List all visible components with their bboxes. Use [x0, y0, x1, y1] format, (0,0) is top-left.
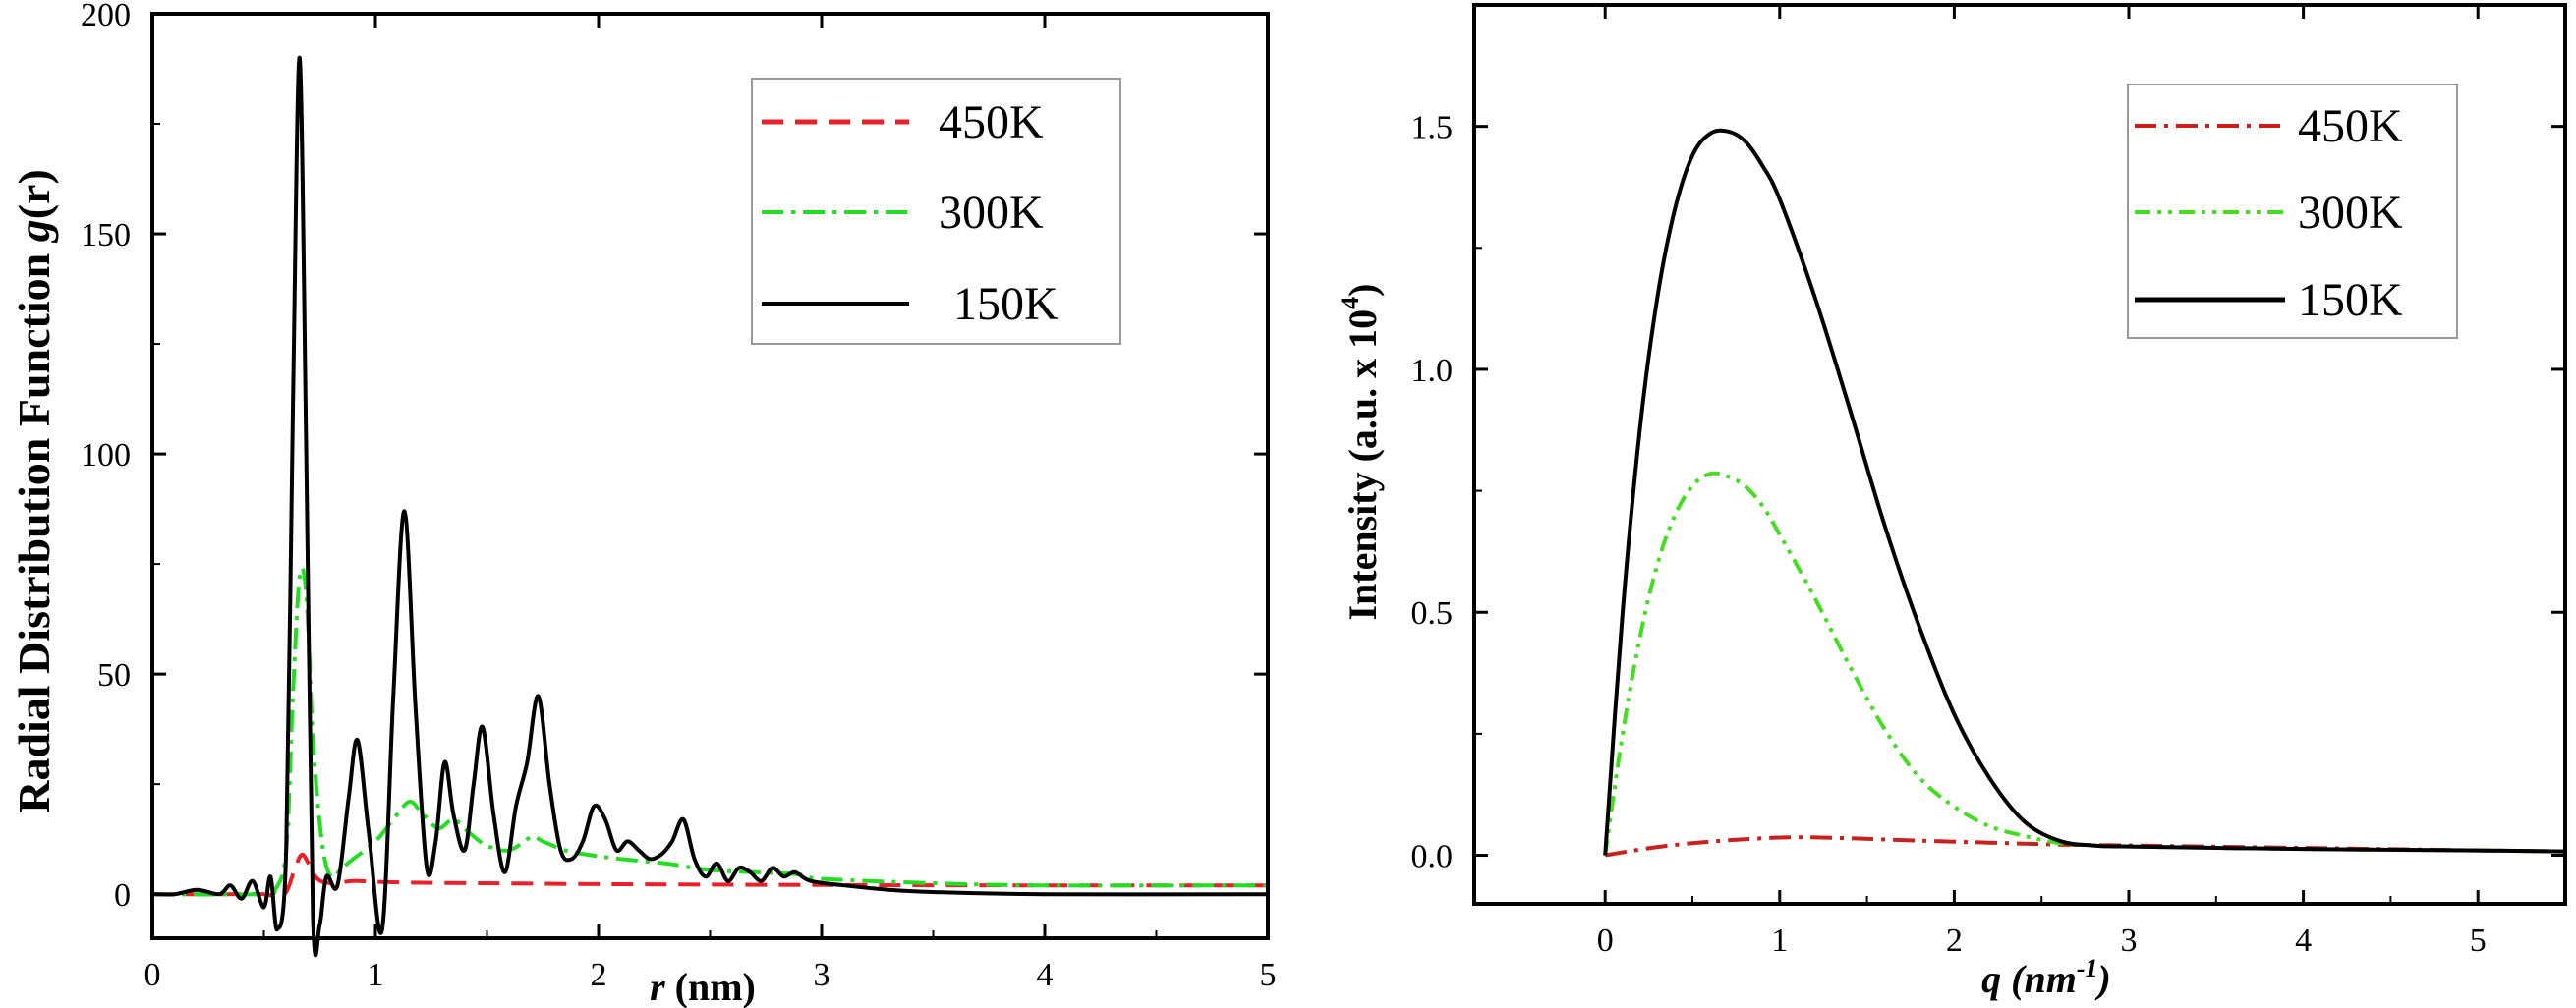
rdf-y-tick-label: 0 — [114, 877, 131, 914]
intensity-chart: 0 1 2 3 4 50.00.51.01.5 Intensity (a.u. x 104… — [1336, 3, 2567, 1001]
intensity-y-tick-label: 0.0 — [1411, 839, 1454, 875]
intensity-y-tick-label: 0.5 — [1411, 595, 1454, 632]
rdf-x-tick-label: 5 — [1260, 957, 1277, 993]
intensity-x-tick-label: 2 — [1946, 923, 1963, 959]
rdf-series-line-300k — [151, 566, 1269, 897]
intensity-y-axis-sup: 4 — [1336, 297, 1364, 309]
rdf-y-tick-label: 200 — [81, 0, 131, 33]
rdf-y-tick-label: 100 — [81, 437, 131, 474]
rdf-plot-lines — [151, 55, 1269, 958]
rdf-y-axis-var: g — [9, 219, 59, 243]
intensity-x-tick-label: 1 — [1771, 923, 1788, 959]
intensity-x-tick-label: 5 — [2470, 923, 2487, 959]
intensity-x-axis-var: q — [1981, 957, 2001, 1001]
intensity-y-axis-title: Intensity (a.u. x 104) — [1336, 283, 1385, 620]
intensity-y-tick-label: 1.0 — [1411, 353, 1454, 389]
rdf-y-tick-label: 150 — [81, 217, 131, 253]
intensity-x-axis-close: ) — [2095, 957, 2111, 1001]
intensity-y-tick-label: 1.5 — [1411, 110, 1454, 146]
intensity-series-line-150k — [1603, 128, 2566, 856]
rdf-legend-label-300k: 300K — [939, 187, 1044, 239]
rdf-x-tick-label: 1 — [368, 957, 384, 993]
intensity-legend-label-300k: 300K — [2298, 187, 2403, 239]
rdf-x-axis-var: r — [650, 965, 665, 1008]
rdf-y-axis-title-text: Radial Distribution Function — [9, 253, 59, 813]
rdf-series-line-150k — [151, 55, 1269, 958]
rdf-y-axis-title: Radial Distribution Function g(r) — [9, 169, 59, 813]
rdf-legend-label-150k: 150K — [953, 278, 1059, 330]
intensity-series-line-300k — [1603, 471, 2566, 856]
intensity-legend: 450K 300K 150K — [2127, 84, 2458, 339]
rdf-y-axis-arg: (r) — [9, 169, 59, 219]
rdf-x-tick-label: 4 — [1037, 957, 1054, 993]
intensity-x-axis-title: q (nm-1) — [1981, 954, 2111, 1001]
intensity-ticks: 0 1 2 3 4 5 0.0 0.5 1.0 1.5 — [1411, 5, 2565, 959]
rdf-x-tick-label: 3 — [814, 957, 830, 993]
intensity-plot-frame — [1472, 3, 2567, 906]
rdf-x-tick-label: 0 — [144, 957, 161, 993]
intensity-plot-lines — [1603, 128, 2566, 858]
rdf-legend: 450K 300K 150K — [751, 78, 1121, 345]
intensity-x-axis-sup: -1 — [2077, 954, 2098, 982]
rdf-y-tick-label: 50 — [97, 657, 131, 694]
intensity-x-tick-label: 0 — [1597, 923, 1614, 959]
rdf-legend-label-450k: 450K — [939, 96, 1044, 148]
intensity-x-axis-unit: (nm — [2011, 957, 2077, 1001]
intensity-x-tick-label: 4 — [2295, 923, 2312, 959]
intensity-legend-label-150k: 150K — [2298, 274, 2403, 326]
intensity-y-axis-title-text: Intensity (a.u. x 10 — [1341, 309, 1385, 621]
rdf-x-axis-unit: (nm) — [675, 965, 756, 1008]
intensity-y-axis-close: ) — [1341, 283, 1385, 296]
rdf-x-tick-label: 2 — [591, 957, 607, 993]
intensity-legend-label-450k: 450K — [2298, 100, 2403, 152]
rdf-x-axis-title: r (nm) — [650, 965, 756, 1008]
intensity-x-tick-label: 3 — [2121, 923, 2138, 959]
